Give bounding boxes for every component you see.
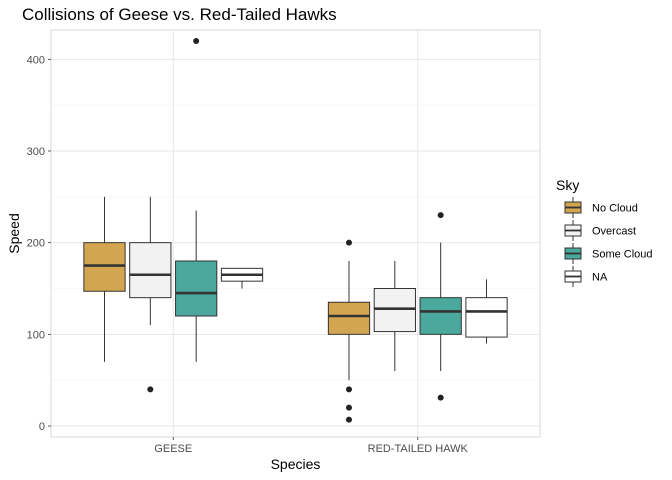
legend-title: Sky: [556, 177, 579, 193]
box-no-cloud-geese: [83, 196, 126, 362]
legend-entry: No Cloud: [564, 197, 638, 218]
y-axis-title: Speed: [6, 213, 22, 253]
plot-panel: [50, 29, 541, 438]
y-tick-label: 0: [39, 421, 45, 433]
box-some-cloud-red-tailed-hawk: [419, 212, 462, 401]
box-na-geese: [220, 267, 264, 289]
box-no-cloud-red-tailed-hawk: [327, 239, 371, 423]
outlier-point: [345, 386, 352, 393]
y-tick-label: 100: [27, 329, 45, 341]
legend-label: NA: [592, 272, 608, 284]
legend-entry: NA: [564, 266, 608, 287]
outlier-point: [345, 416, 352, 423]
box-body: [373, 288, 416, 333]
box-overcast-geese: [129, 196, 172, 393]
box-body: [465, 297, 508, 338]
legend-label: No Cloud: [592, 203, 638, 215]
x-tick-label: RED-TAILED HAWK: [368, 443, 469, 455]
y-tick-label: 200: [27, 238, 45, 250]
outlier-point: [193, 38, 200, 44]
box-body: [175, 260, 218, 317]
box-na-red-tailed-hawk: [465, 279, 508, 344]
x-axis-title: Species: [271, 456, 321, 472]
legend-entry: Overcast: [564, 220, 636, 241]
legend-label: Overcast: [592, 226, 636, 238]
box-some-cloud-geese: [175, 38, 218, 362]
legend-entry: Some Cloud: [564, 243, 653, 264]
box-overcast-red-tailed-hawk: [373, 261, 416, 371]
box-body: [327, 301, 371, 335]
y-axis-ticks: 0 100 200 300 400: [27, 54, 51, 433]
box-body: [419, 297, 462, 335]
legend: Sky No Cloud Overcast Some Cloud NA: [556, 177, 653, 287]
box-body: [129, 242, 172, 299]
x-tick-label: GEESE: [154, 443, 192, 455]
outlier-point: [345, 239, 352, 246]
y-tick-label: 400: [27, 54, 45, 66]
boxplot-marks: [83, 38, 508, 423]
legend-label: Some Cloud: [592, 249, 653, 261]
outlier-point: [437, 212, 444, 219]
y-tick-label: 300: [27, 146, 45, 158]
box-body: [83, 242, 126, 292]
outlier-point: [437, 394, 444, 401]
x-axis-ticks: GEESE RED-TAILED HAWK: [154, 437, 469, 455]
outlier-point: [147, 386, 154, 393]
outlier-point: [345, 404, 352, 411]
chart-title: Collisions of Geese vs. Red-Tailed Hawks: [22, 5, 337, 24]
